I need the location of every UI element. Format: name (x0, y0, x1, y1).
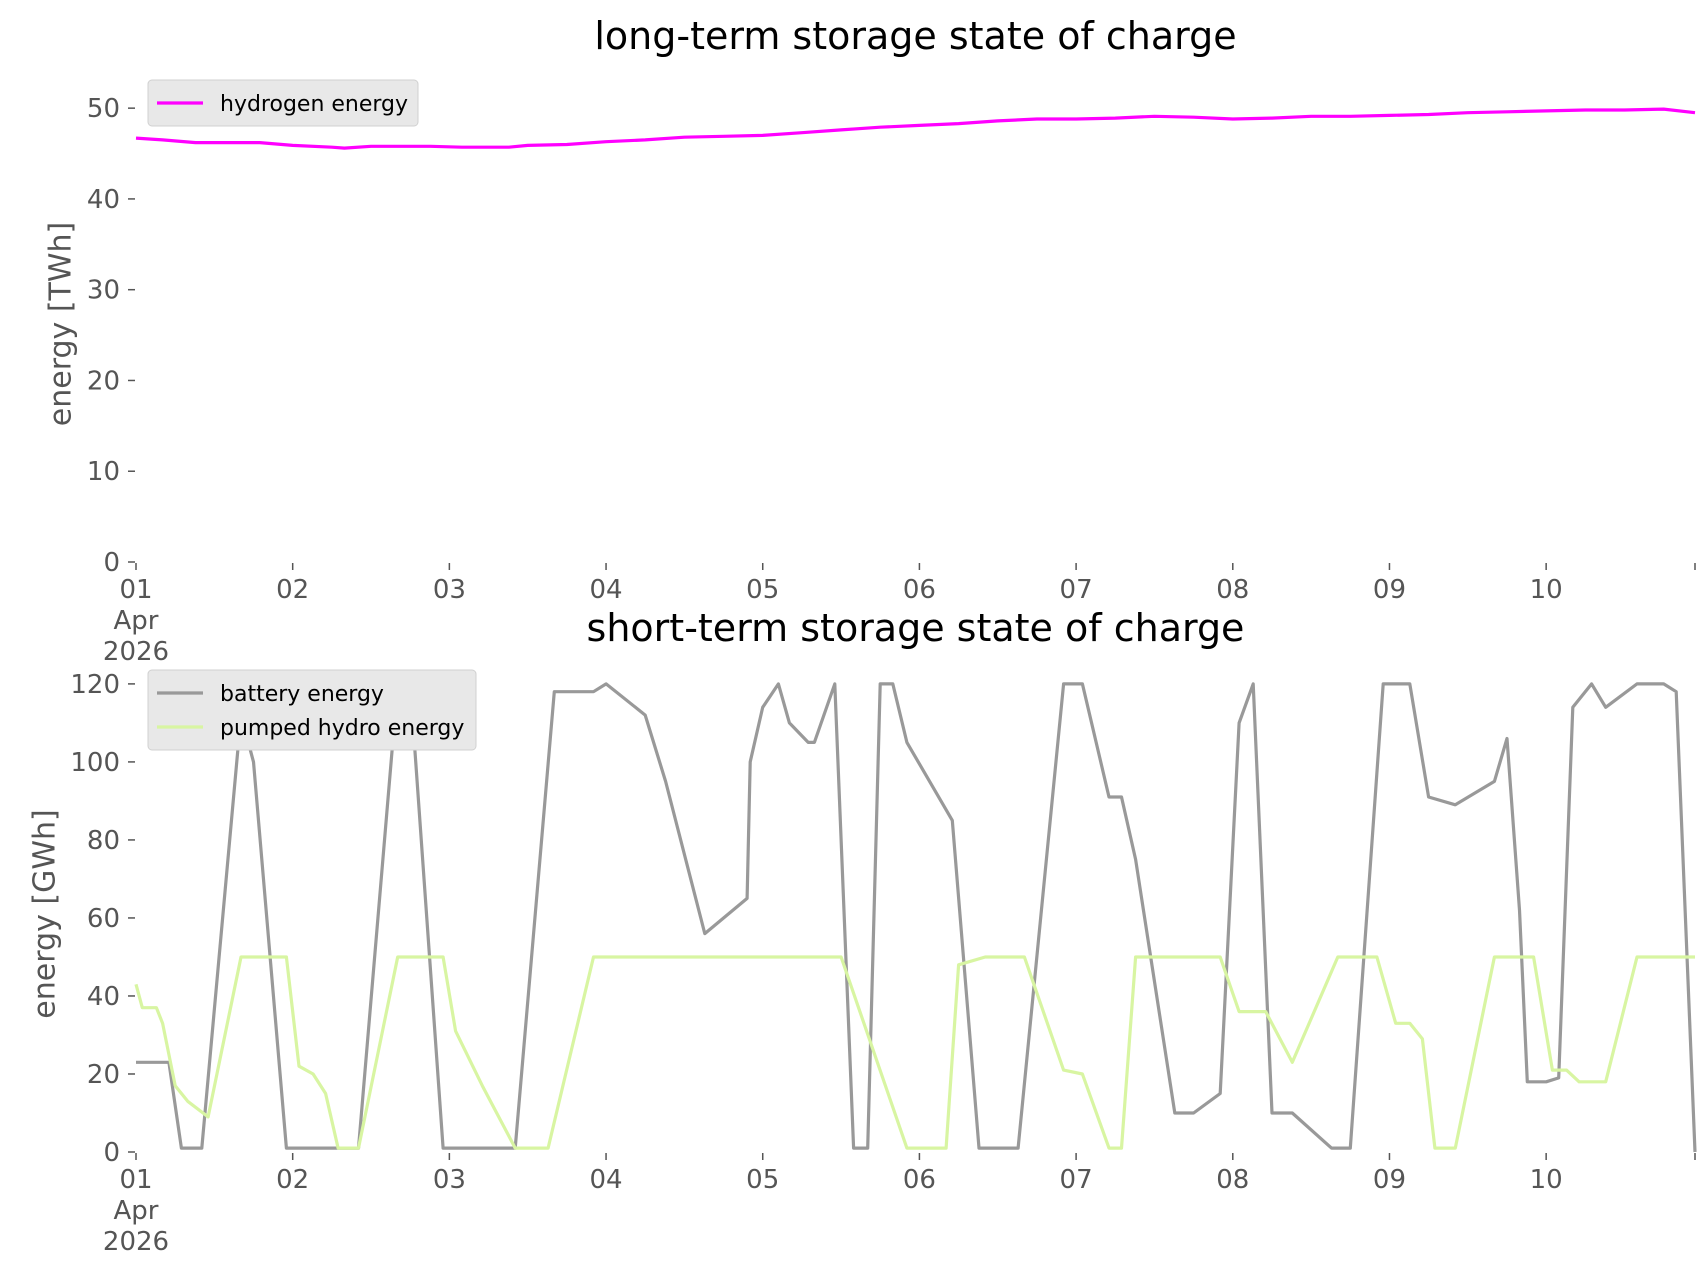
chart1-xtick-label-extra: Apr (114, 1196, 159, 1226)
chart0-xtick-label: 09 (1373, 575, 1406, 605)
chart1-legend-label: battery energy (220, 682, 384, 707)
chart1-xtick-label-extra: 2026 (103, 1227, 169, 1257)
chart0-ytick-label: 10 (87, 457, 120, 487)
chart1-xtick-label: 10 (1530, 1165, 1563, 1195)
chart0-xtick-label: 01 (119, 575, 152, 605)
chart0-ylabel: energy [TWh] (44, 222, 79, 426)
chart1-ylabel: energy [GWh] (28, 809, 63, 1018)
chart0-xtick-label: 10 (1530, 575, 1563, 605)
chart0-series-hydrogen-energy-line (135, 107, 1696, 150)
chart1-ytick-label: 80 (87, 826, 120, 856)
chart1-xtick-label: 03 (433, 1165, 466, 1195)
chart0-ytick-label: 20 (87, 366, 120, 396)
chart1-ytick-label: 100 (70, 748, 120, 778)
chart0-xtick-label: 02 (276, 575, 309, 605)
chart1-xtick-label: 06 (903, 1165, 936, 1195)
chart0-ytick-label: 30 (87, 276, 120, 306)
chart0-xtick-label: 04 (590, 575, 623, 605)
chart1-xtick-label: 07 (1060, 1165, 1093, 1195)
chart0-xtick-label: 06 (903, 575, 936, 605)
chart0-legend-label: hydrogen energy (220, 92, 408, 117)
chart1-xtick-label: 09 (1373, 1165, 1406, 1195)
chart1-xtick-label: 01 (119, 1165, 152, 1195)
chart0-title: long-term storage state of charge (594, 14, 1236, 58)
chart0-xtick-label: 08 (1216, 575, 1249, 605)
chart1-legend-box (147, 669, 477, 751)
chart0-xtick-label-extra: 2026 (103, 637, 169, 667)
chart1-title: short-term storage state of charge (587, 606, 1245, 650)
chart0-ytick-label: 40 (87, 185, 120, 215)
chart0-xtick-label: 05 (746, 575, 779, 605)
chart0-xtick-label: 03 (433, 575, 466, 605)
chart1-series-battery-energy-line (136, 682, 1697, 1153)
chart1-xtick-label: 05 (746, 1165, 779, 1195)
chart1-ytick-label: 0 (103, 1138, 120, 1168)
chart1-series-pumped-hydro-energy-line (134, 955, 1695, 1150)
chart1-ytick-label: 20 (87, 1060, 120, 1090)
chart1-ytick-label: 120 (70, 670, 120, 700)
chart0-xtick-label-extra: Apr (114, 606, 159, 636)
chart1-ytick-label: 40 (87, 982, 120, 1012)
chart1-ytick-label: 60 (87, 904, 120, 934)
chart0-xtick-label: 07 (1060, 575, 1093, 605)
chart0-legend-box (147, 79, 419, 127)
chart0-ytick-label: 0 (103, 548, 120, 578)
chart1-xtick-label: 02 (276, 1165, 309, 1195)
chart1-xtick-label: 04 (590, 1165, 623, 1195)
chart0-ytick-label: 50 (87, 94, 120, 124)
chart1-xtick-label: 08 (1216, 1165, 1249, 1195)
chart1-legend-label: pumped hydro energy (220, 716, 464, 741)
